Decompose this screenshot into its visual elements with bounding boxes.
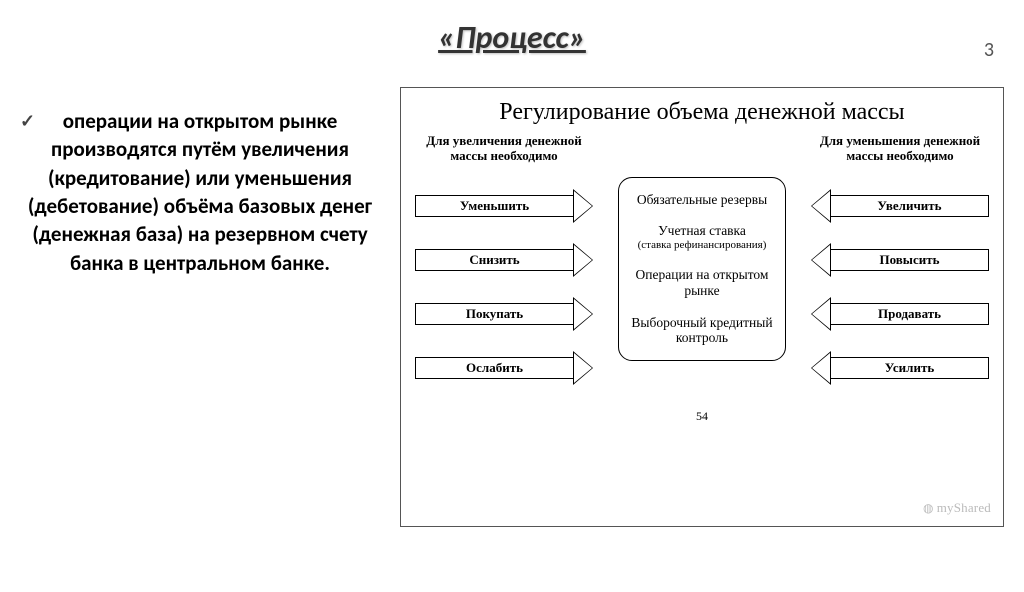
arrow-label: Увеличить	[831, 195, 989, 217]
right-column: Для уменьшения денежной массы необходимо…	[811, 133, 989, 405]
left-header: Для увеличения денежной массы необходимо	[415, 133, 593, 179]
center-item: Обязательные резервы	[625, 192, 779, 208]
arrow-label: Снизить	[415, 249, 573, 271]
center-box: Обязательные резервы Учетная ставка (ста…	[618, 177, 786, 361]
arrow-label: Продавать	[831, 303, 989, 325]
page-number: 3	[984, 38, 994, 62]
globe-icon: ◍	[923, 501, 934, 515]
center-item-main: Учетная ставка	[625, 223, 779, 239]
arrow-left: Увеличить	[811, 189, 989, 223]
diagram-title: Регулирование объема денежной массы	[415, 98, 989, 127]
arrow-label: Ослабить	[415, 357, 573, 379]
center-item: Выборочный кредитный контроль	[625, 315, 779, 346]
checkmark-icon: ✓	[20, 109, 35, 133]
arrow-right: Уменьшить	[415, 189, 593, 223]
arrow-left: Усилить	[811, 351, 989, 385]
center-item-main: Выборочный кредитный контроль	[625, 315, 779, 346]
center-item-main: Операции на открытом рынке	[625, 267, 779, 298]
right-header: Для уменьшения денежной массы необходимо	[811, 133, 989, 179]
diagram-columns: Для увеличения денежной массы необходимо…	[415, 133, 989, 405]
left-column: Для увеличения денежной массы необходимо…	[415, 133, 593, 405]
content-area: ✓ операции на открытом рынке производятс…	[0, 87, 1024, 527]
watermark-text: myShared	[937, 500, 991, 515]
arrow-left: Продавать	[811, 297, 989, 331]
diagram-page-number: 54	[415, 409, 989, 424]
center-item-main: Обязательные резервы	[625, 192, 779, 208]
arrow-label: Усилить	[831, 357, 989, 379]
center-item-sub: (ставка рефинансирования)	[625, 239, 779, 252]
arrow-right: Покупать	[415, 297, 593, 331]
arrow-right: Снизить	[415, 243, 593, 277]
arrow-label: Покупать	[415, 303, 573, 325]
bullet-text: операции на открытом рынке производятся …	[28, 108, 372, 276]
center-item: Операции на открытом рынке	[625, 267, 779, 298]
slide-title: «Процесс»	[0, 18, 1024, 57]
arrow-left: Повысить	[811, 243, 989, 277]
arrow-label: Повысить	[831, 249, 989, 271]
arrow-right: Ослабить	[415, 351, 593, 385]
bullet-block: ✓ операции на открытом рынке производятс…	[20, 87, 380, 527]
arrow-label: Уменьшить	[415, 195, 573, 217]
diagram: Регулирование объема денежной массы Для …	[400, 87, 1004, 527]
watermark: ◍myShared	[923, 500, 991, 516]
center-item: Учетная ставка (ставка рефинансирования)	[625, 223, 779, 251]
